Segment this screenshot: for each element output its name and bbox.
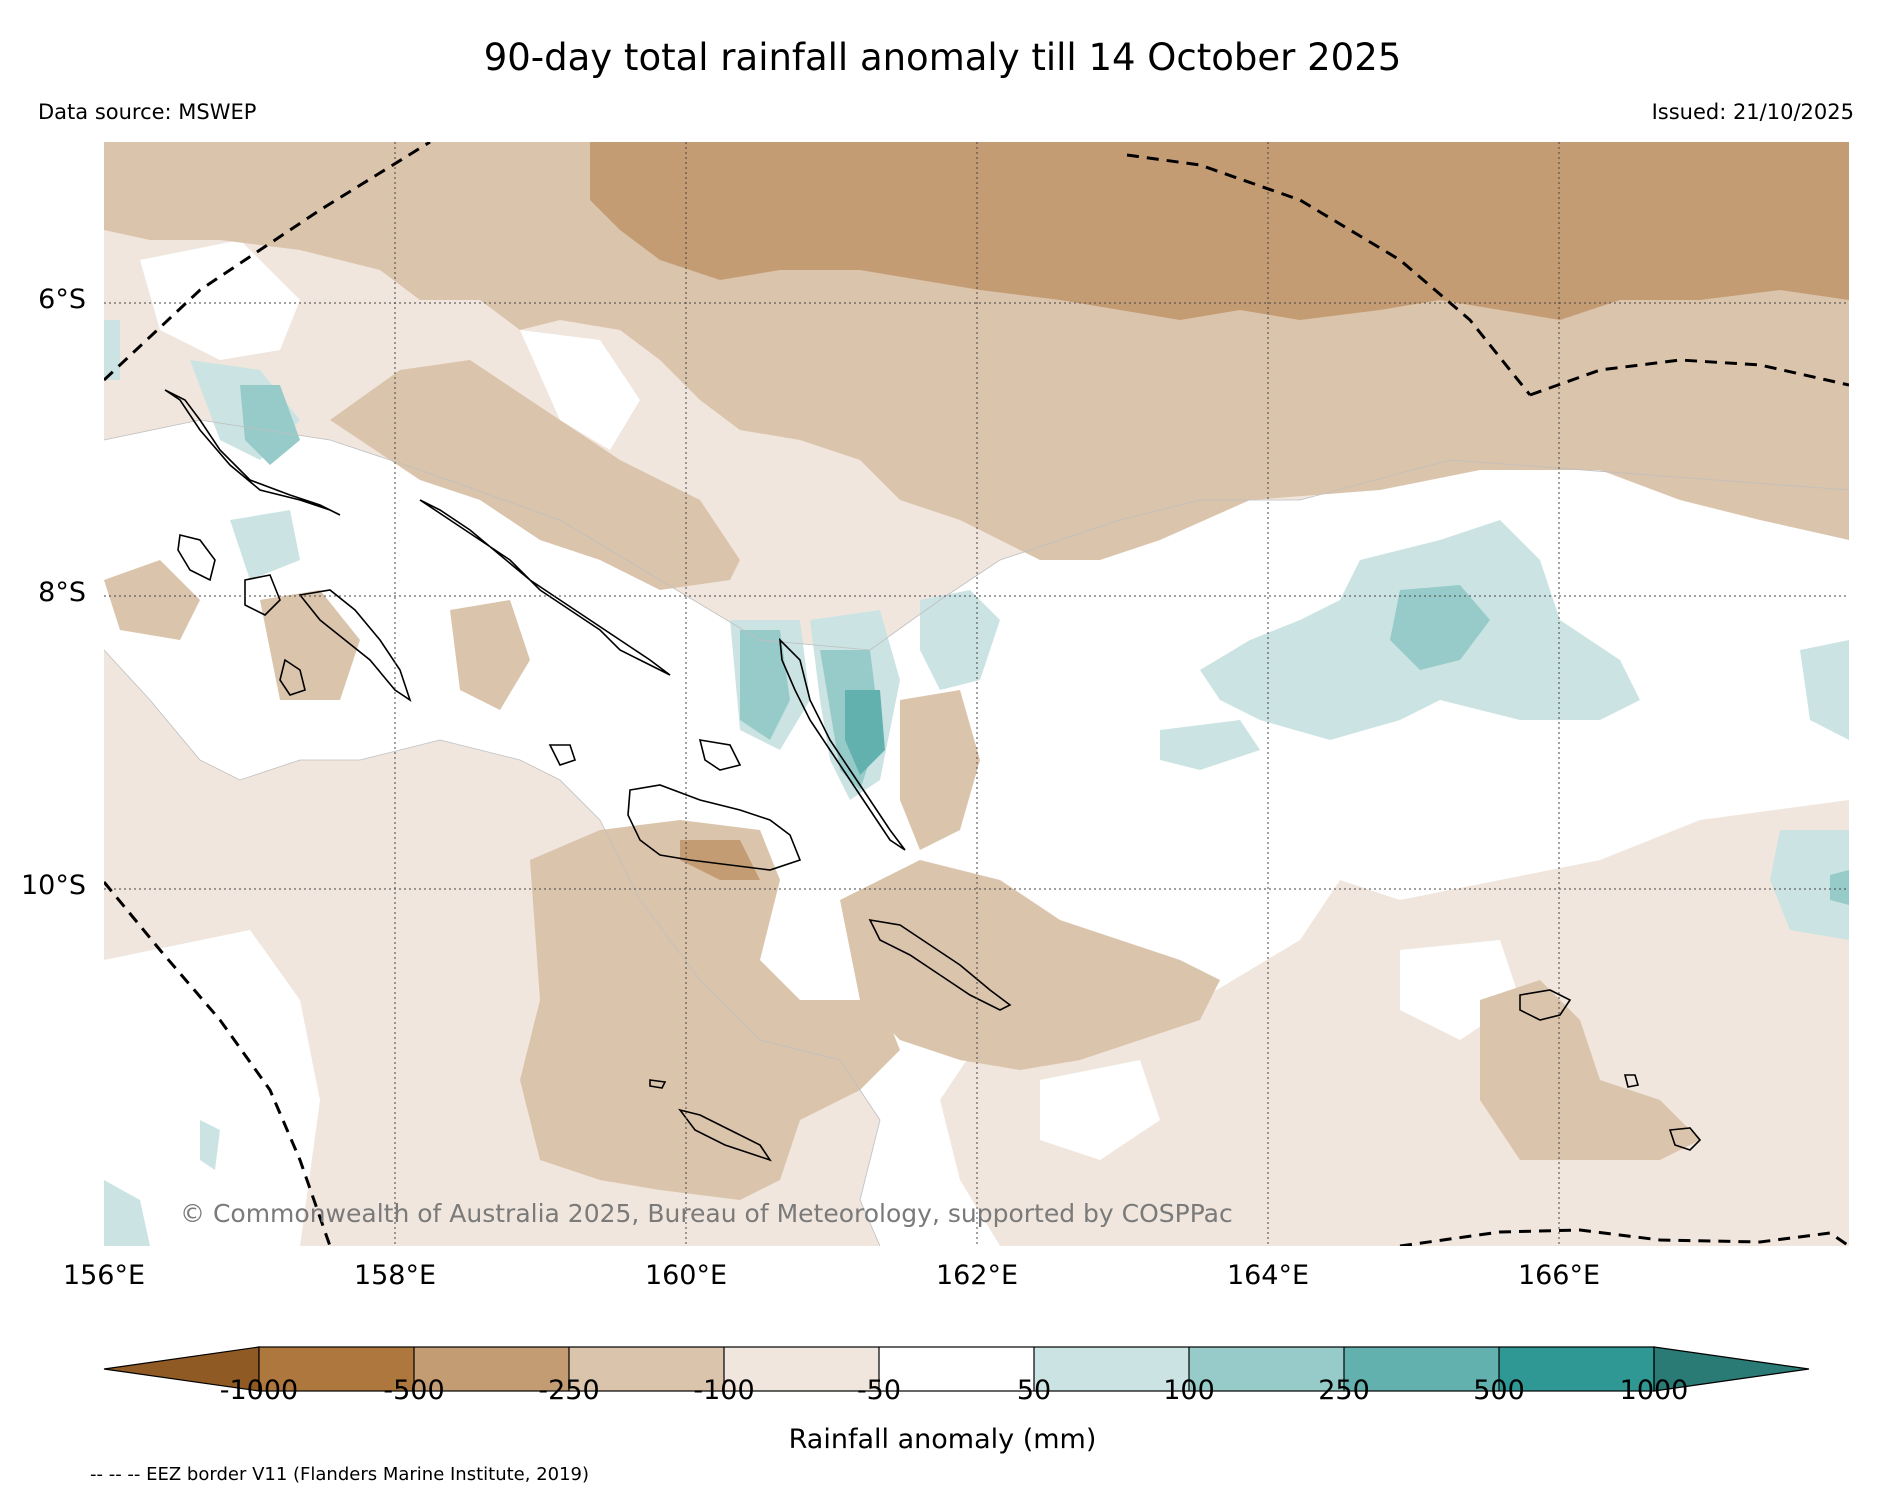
eez-border	[104, 142, 1849, 1246]
colorbar-bin	[1344, 1347, 1499, 1391]
colorbar-bin	[259, 1347, 414, 1391]
contour-lines	[104, 419, 1849, 1246]
colorbar-bin	[724, 1347, 879, 1391]
colorbar-tick-label: 250	[1318, 1375, 1370, 1406]
colorbar-tick-label: 500	[1473, 1375, 1525, 1406]
colorbar-tick-label: -500	[383, 1375, 445, 1406]
colorbar-bin	[414, 1347, 569, 1391]
colorbar-tick-label: -1000	[219, 1375, 299, 1406]
colorbar-tick-label: 100	[1163, 1375, 1215, 1406]
chart-title: 90-day total rainfall anomaly till 14 Oc…	[483, 36, 1402, 79]
lon-label-162e: 162°E	[935, 1260, 1019, 1291]
coastlines	[164, 389, 1702, 1162]
issued-date-label: Issued: 21/10/2025	[1651, 100, 1854, 124]
lon-label-166e: 166°E	[1517, 1260, 1601, 1291]
data-source-label: Data source: MSWEP	[38, 100, 257, 124]
lon-label-158e: 158°E	[353, 1260, 437, 1291]
lat-label-10s: 10°S	[21, 870, 86, 901]
colorbar-tick-label: 50	[1016, 1375, 1052, 1406]
colorbar-bin	[569, 1347, 724, 1391]
copyright-notice: © Commonwealth of Australia 2025, Bureau…	[180, 1199, 1233, 1228]
colorbar-tick-label: -250	[538, 1375, 600, 1406]
colorbar-tick-label: -50	[856, 1375, 902, 1406]
lat-label-8s: 8°S	[38, 577, 86, 608]
lat-label-6s: 6°S	[38, 284, 86, 315]
colorbar	[103, 1346, 1810, 1392]
eez-legend-note: -- -- -- EEZ border V11 (Flanders Marine…	[90, 1464, 590, 1485]
colorbar-bin	[1189, 1347, 1344, 1391]
colorbar-bin	[1499, 1347, 1654, 1391]
colorbar-bin	[879, 1347, 1034, 1391]
colorbar-tick-label: 1000	[1619, 1375, 1689, 1406]
lon-label-164e: 164°E	[1226, 1260, 1310, 1291]
graticule	[104, 142, 1849, 1246]
colorbar-tick-label: -100	[693, 1375, 755, 1406]
lon-label-160e: 160°E	[644, 1260, 728, 1291]
lon-label-156e: 156°E	[62, 1260, 146, 1291]
colorbar-bin	[1034, 1347, 1189, 1391]
colorbar-title: Rainfall anomaly (mm)	[788, 1424, 1097, 1455]
